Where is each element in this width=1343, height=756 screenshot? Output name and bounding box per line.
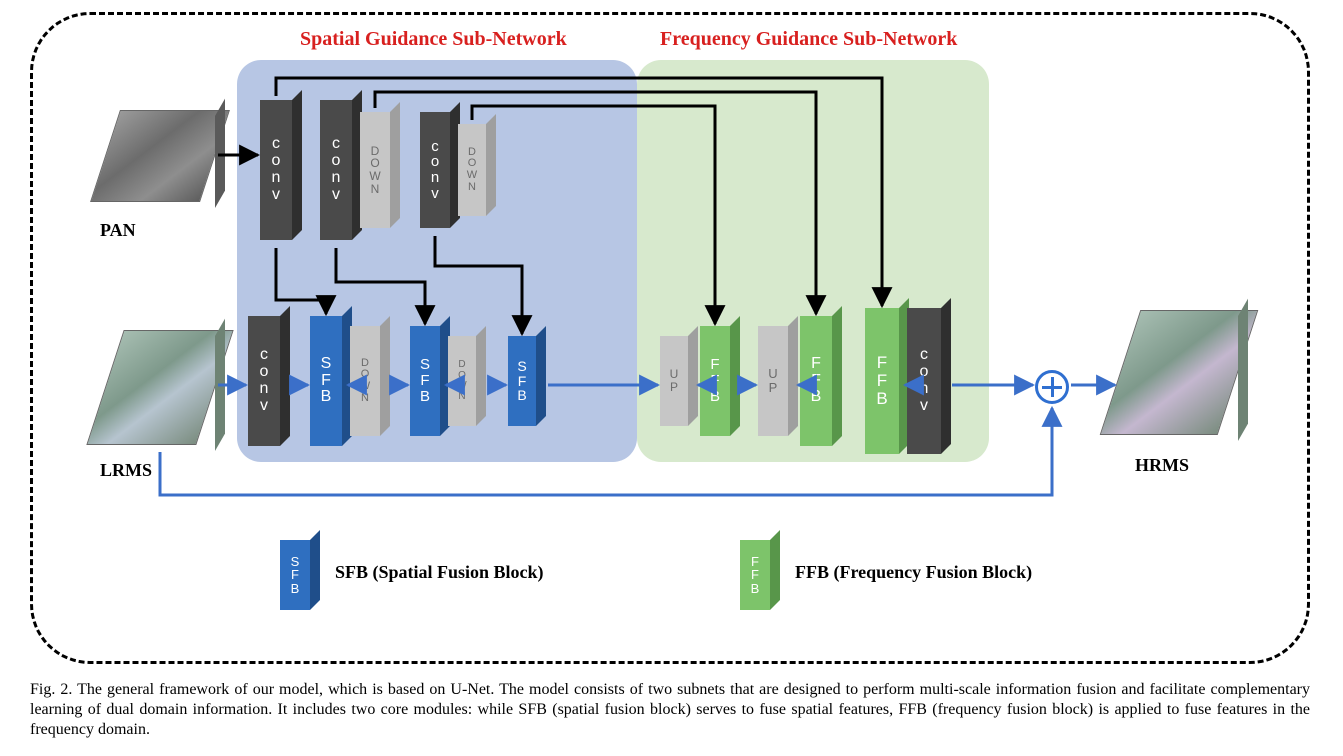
- conv-block-2: conv: [320, 100, 352, 240]
- ffb-block-2: FFB: [800, 316, 832, 446]
- pan-label: PAN: [100, 220, 136, 241]
- down-block-2: DOWN: [458, 124, 486, 216]
- ffb-block-3: FFB: [865, 308, 899, 454]
- pan-tile: [105, 110, 215, 202]
- lrms-label: LRMS: [100, 460, 152, 481]
- sum-node-icon: [1035, 370, 1069, 404]
- hrms-label: HRMS: [1135, 455, 1189, 476]
- conv-block-out: conv: [907, 308, 941, 454]
- up-block-2: UP: [758, 326, 788, 436]
- conv-block-1: conv: [260, 100, 292, 240]
- legend-sfb-block: SFB: [280, 540, 310, 610]
- up-block-1: UP: [660, 336, 688, 426]
- legend-ffb-text: FFB (Frequency Fusion Block): [795, 562, 1032, 583]
- sfb-block-3: SFB: [508, 336, 536, 426]
- down-block-3: DOWN: [350, 326, 380, 436]
- sfb-block-2: SFB: [410, 326, 440, 436]
- hrms-tile: [1120, 310, 1238, 435]
- spatial-title: Spatial Guidance Sub-Network: [300, 28, 567, 51]
- legend-ffb-block: FFB: [740, 540, 770, 610]
- down-block-4: DOWN: [448, 336, 476, 426]
- frequency-title: Frequency Guidance Sub-Network: [660, 28, 957, 51]
- sfb-block-1: SFB: [310, 316, 342, 446]
- conv-block-3: conv: [420, 112, 450, 228]
- ffb-block-1: FFB: [700, 326, 730, 436]
- lrms-tile: [105, 330, 215, 445]
- figure-caption: Fig. 2. The general framework of our mod…: [30, 680, 1310, 740]
- legend-sfb-text: SFB (Spatial Fusion Block): [335, 562, 544, 583]
- down-block-1: DOWN: [360, 112, 390, 228]
- conv-block-0: conv: [248, 316, 280, 446]
